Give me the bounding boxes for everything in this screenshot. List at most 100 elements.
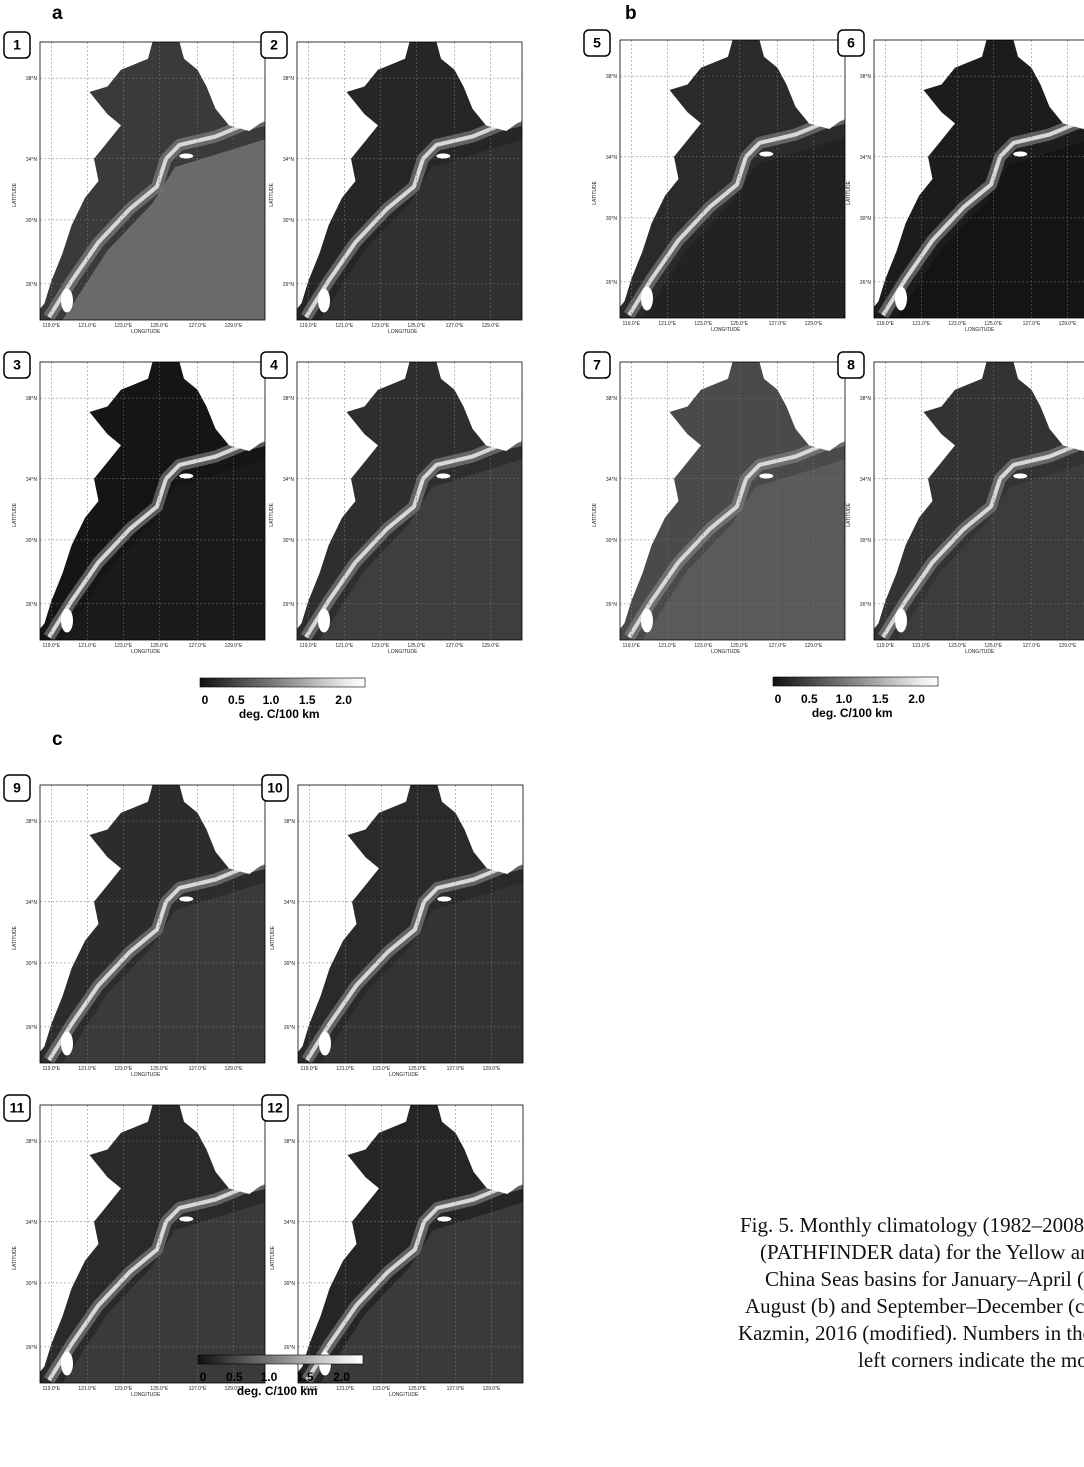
lat-label: 38°N: [860, 396, 872, 402]
lat-label: 26°N: [26, 602, 38, 608]
lon-label: 119.0°E: [43, 1066, 61, 1072]
lon-label: 129.0°E: [483, 1066, 502, 1072]
panel-number: 11: [10, 1100, 25, 1116]
colorbar-unit: deg. C/100 km: [237, 1384, 318, 1398]
lat-label: 26°N: [606, 602, 618, 608]
lat-label: 30°N: [26, 961, 38, 967]
lat-label: 26°N: [284, 1025, 296, 1031]
panel-number: 7: [593, 357, 601, 373]
lat-title: LATITUDE: [846, 180, 852, 204]
lon-label: 127.0°E: [1023, 321, 1042, 327]
lat-label: 34°N: [283, 477, 295, 483]
island: [759, 473, 773, 478]
lon-label: 119.0°E: [877, 643, 895, 649]
lon-label: 127.0°E: [447, 1386, 466, 1392]
island: [61, 609, 73, 633]
lat-title: LATITUDE: [270, 1245, 276, 1269]
colorbar-tick: 1.0: [836, 692, 853, 706]
map: [40, 785, 265, 1063]
lon-label: 123.0°E: [371, 323, 390, 329]
lat-label: 38°N: [26, 1139, 38, 1145]
lat-label: 30°N: [606, 216, 618, 222]
island: [436, 473, 450, 478]
lon-label: 127.0°E: [189, 323, 208, 329]
colorbar-unit: deg. C/100 km: [812, 706, 893, 720]
map: [298, 1105, 523, 1383]
lon-title: LONGITUDE: [389, 1072, 419, 1078]
lon-label: 129.0°E: [225, 323, 244, 329]
colorbar-tick: 2.0: [908, 692, 925, 706]
lon-label: 127.0°E: [769, 321, 788, 327]
panel-number: 5: [593, 35, 601, 51]
map: [40, 362, 265, 640]
colorbar-tick: 1.5: [299, 693, 316, 707]
group-label: c: [52, 729, 63, 750]
island: [61, 289, 73, 313]
lon-label: 123.0°E: [694, 643, 713, 649]
lon-label: 123.0°E: [371, 643, 390, 649]
colorbar: [200, 678, 365, 687]
island: [1013, 473, 1027, 478]
lat-title: LATITUDE: [270, 925, 276, 949]
lat-label: 34°N: [860, 155, 872, 161]
lon-label: 127.0°E: [446, 643, 465, 649]
lat-label: 30°N: [860, 216, 872, 222]
lon-label: 127.0°E: [1023, 643, 1042, 649]
lat-title: LATITUDE: [592, 180, 598, 204]
lat-label: 26°N: [283, 602, 295, 608]
island: [1013, 151, 1027, 156]
lon-label: 121.0°E: [912, 321, 931, 327]
lon-title: LONGITUDE: [131, 649, 161, 655]
lon-label: 121.0°E: [335, 323, 354, 329]
lon-label: 119.0°E: [43, 643, 61, 649]
lat-label: 38°N: [26, 396, 38, 402]
panel-number: 12: [267, 1100, 283, 1116]
lat-title: LATITUDE: [12, 182, 18, 206]
lat-title: LATITUDE: [269, 182, 275, 206]
lat-label: 38°N: [860, 74, 872, 80]
lon-label: 129.0°E: [1059, 321, 1078, 327]
group-label: b: [625, 3, 637, 24]
lat-label: 34°N: [26, 157, 38, 163]
lon-title: LONGITUDE: [131, 329, 161, 335]
lat-label: 26°N: [26, 1345, 38, 1351]
lat-label: 34°N: [26, 900, 38, 906]
lon-label: 129.0°E: [1059, 643, 1078, 649]
group-label: a: [52, 3, 63, 24]
lon-title: LONGITUDE: [131, 1392, 161, 1398]
lon-label: 119.0°E: [43, 323, 61, 329]
lon-title: LONGITUDE: [389, 1392, 419, 1398]
panel-number: 6: [847, 35, 855, 51]
island: [895, 287, 907, 311]
lon-label: 129.0°E: [483, 1386, 502, 1392]
lat-label: 34°N: [26, 1220, 38, 1226]
lon-title: LONGITUDE: [388, 649, 418, 655]
lon-label: 123.0°E: [372, 1386, 391, 1392]
lat-label: 38°N: [26, 819, 38, 825]
map: [40, 42, 265, 320]
lon-label: 119.0°E: [623, 643, 641, 649]
colorbar-tick: 0.5: [801, 692, 818, 706]
map: [620, 40, 845, 318]
colorbar: [198, 1355, 363, 1364]
lon-label: 123.0°E: [114, 1066, 133, 1072]
lon-label: 127.0°E: [189, 1066, 208, 1072]
lon-label: 119.0°E: [623, 321, 641, 327]
lat-label: 30°N: [284, 961, 296, 967]
colorbar: [773, 677, 938, 686]
lat-title: LATITUDE: [12, 1245, 18, 1269]
colorbar-tick: 0: [775, 692, 782, 706]
map: [297, 362, 522, 640]
lon-label: 123.0°E: [114, 323, 133, 329]
island: [759, 151, 773, 156]
lat-label: 30°N: [26, 218, 38, 224]
lat-title: LATITUDE: [12, 925, 18, 949]
lat-title: LATITUDE: [846, 502, 852, 526]
lat-title: LATITUDE: [12, 502, 18, 526]
lon-label: 121.0°E: [658, 321, 677, 327]
lon-label: 123.0°E: [114, 643, 133, 649]
lon-label: 127.0°E: [769, 643, 788, 649]
lon-label: 127.0°E: [189, 1386, 208, 1392]
caption-line: left corners indicate the months.: [858, 1348, 1084, 1372]
caption-line: Fig. 5. Monthly climatology (1982–2008) …: [740, 1213, 1084, 1237]
